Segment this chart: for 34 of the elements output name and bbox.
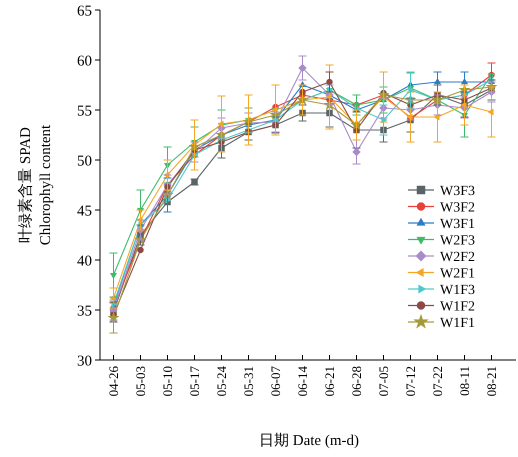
x-tick-label: 06-07 [268, 366, 284, 396]
legend-label: W2F3 [440, 233, 475, 248]
y-tick-label: 60 [77, 53, 92, 70]
x-tick-label: 08-21 [484, 366, 500, 396]
x-tick-label: 05-03 [133, 366, 148, 396]
legend-label: W1F1 [440, 316, 475, 331]
x-axis-title: 日期 Date (m-d) [259, 432, 359, 449]
x-tick-label: 05-10 [160, 366, 176, 396]
legend-label: W1F2 [440, 299, 475, 314]
x-tick-label: 07-22 [430, 366, 446, 396]
legend-label: W3F3 [440, 184, 475, 199]
x-tick-label: 07-12 [403, 366, 418, 396]
legend-label: W3F1 [440, 216, 475, 232]
x-tick-label: 04-26 [106, 366, 122, 396]
legend-label: W2F1 [440, 266, 475, 282]
x-tick-label: 07-05 [376, 366, 392, 396]
x-tick-label: 08-11 [457, 366, 472, 396]
x-tick-label: 06-14 [295, 366, 310, 396]
x-tick-label: 05-24 [214, 366, 230, 396]
y-tick-label: 30 [77, 353, 92, 370]
x-tick-label: 05-31 [241, 366, 256, 396]
y-tick-label: 45 [77, 203, 92, 220]
x-tick-label: 06-28 [349, 366, 364, 396]
x-tick-label: 06-21 [322, 366, 338, 396]
x-tick-label: 05-17 [187, 366, 202, 396]
y-axis-title: 叶绿素含量 SPAD Chlorophyll content [17, 124, 54, 246]
y-tick-label: 35 [77, 303, 92, 320]
y-tick-label: 65 [77, 3, 92, 20]
y-tick-label: 50 [77, 153, 92, 170]
y-tick-label: 55 [77, 103, 92, 120]
y-tick-label: 40 [77, 253, 92, 270]
legend-label: W1F3 [440, 282, 475, 298]
legend-label: W2F2 [440, 250, 475, 265]
legend-label: W3F2 [440, 200, 475, 216]
